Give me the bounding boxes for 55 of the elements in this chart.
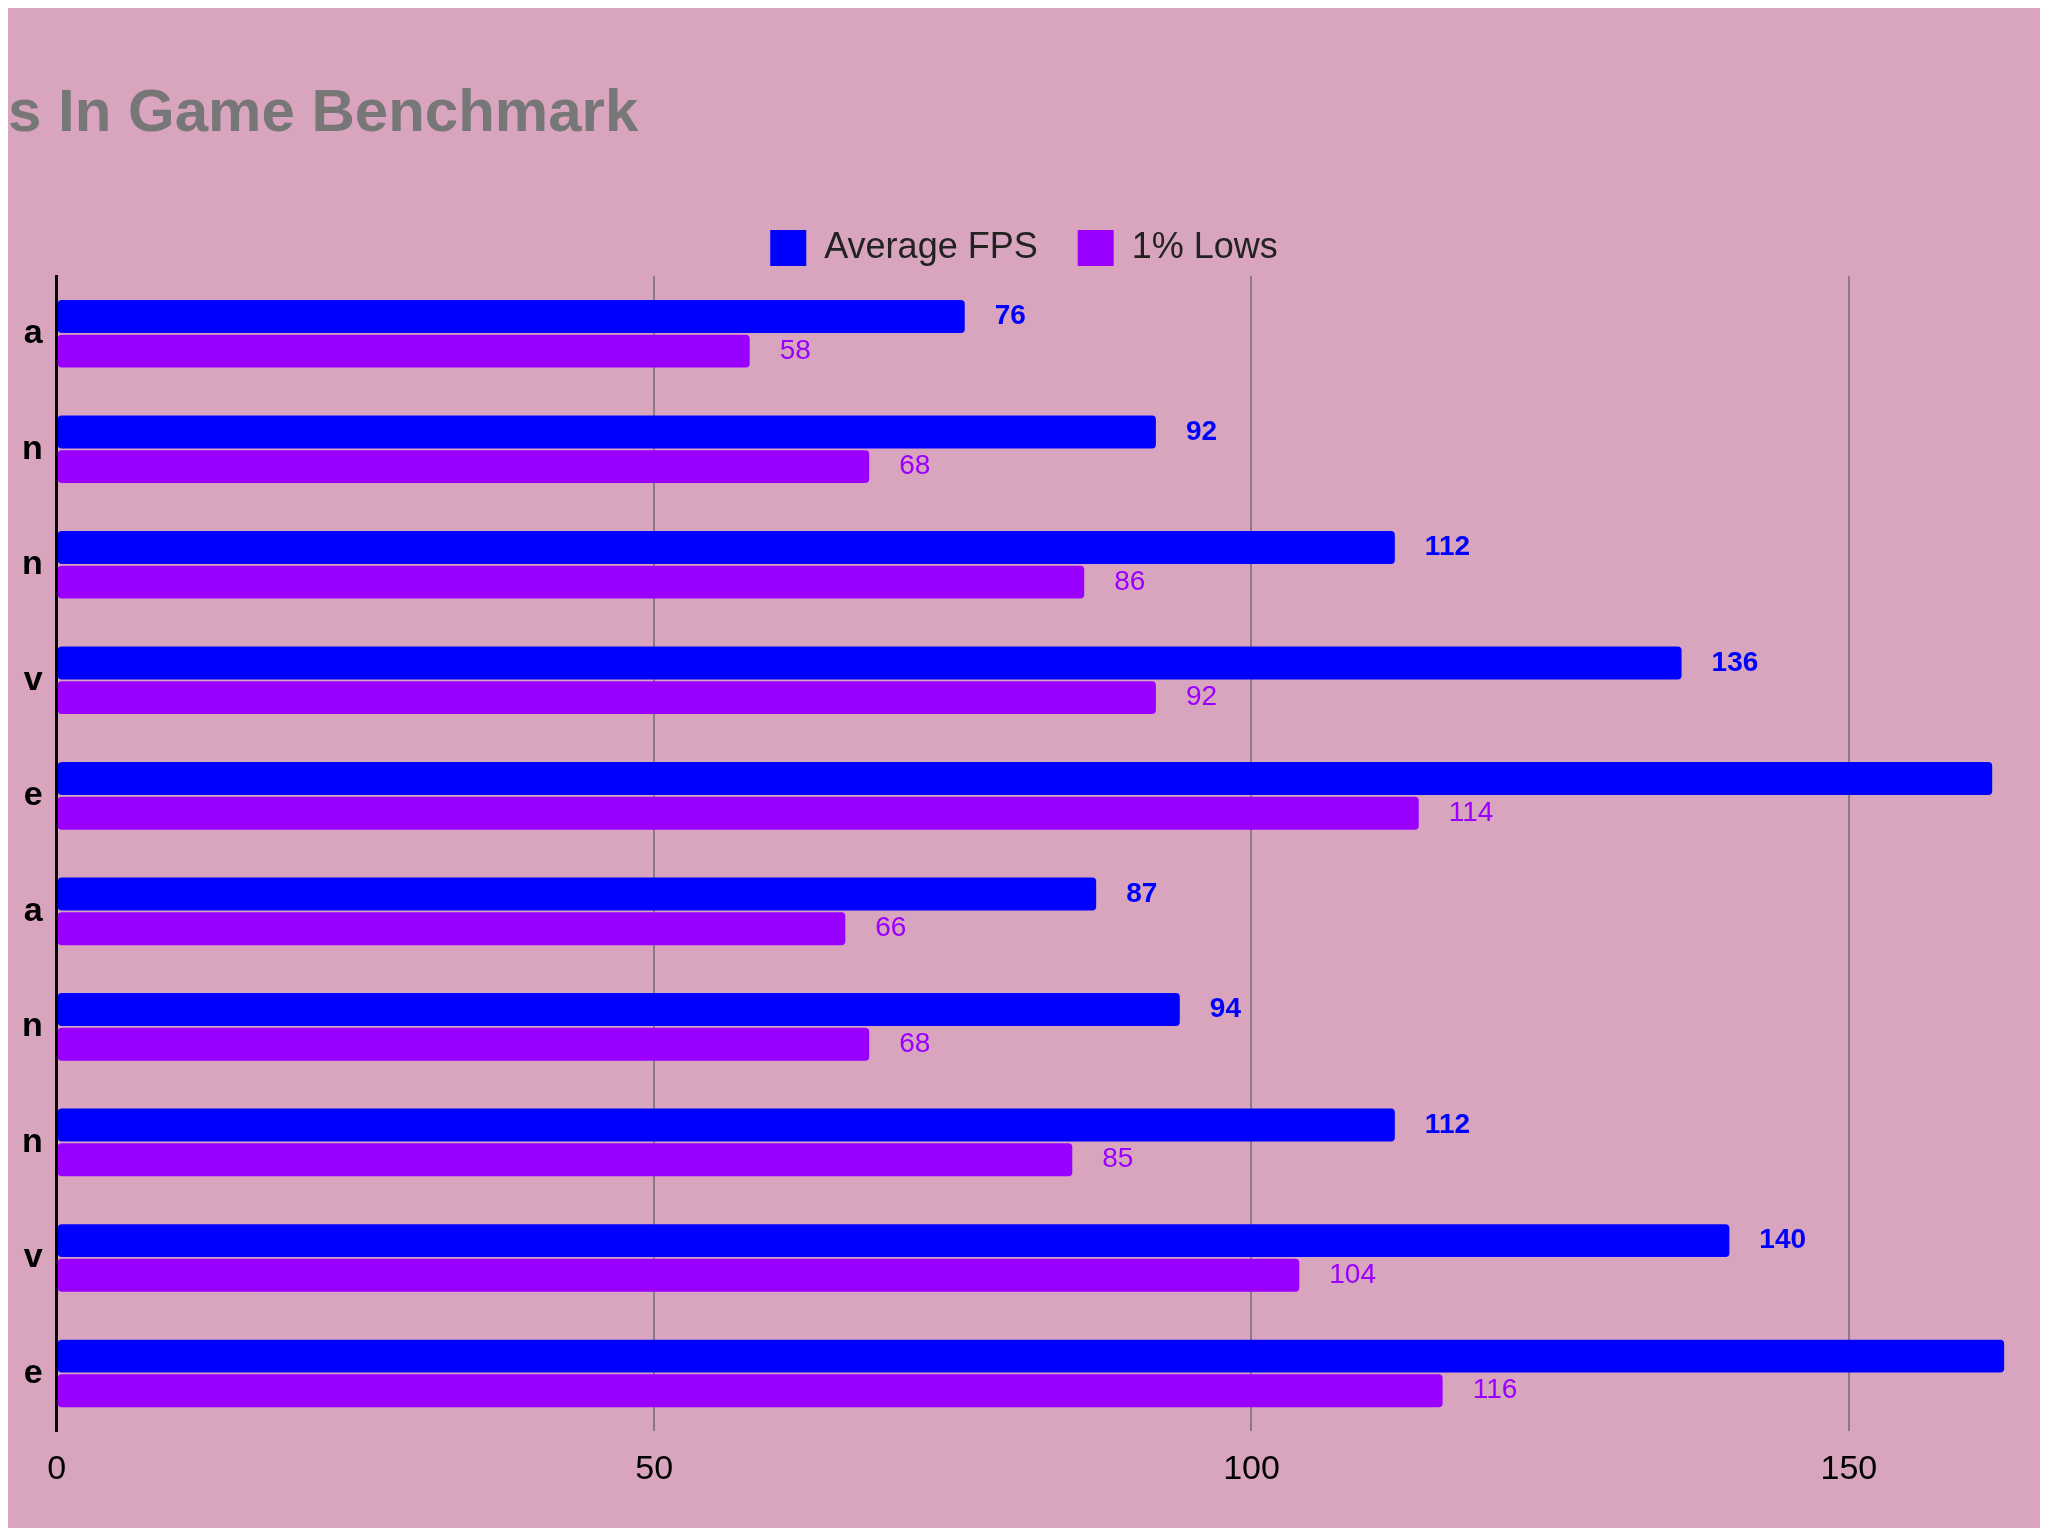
data-label: 94	[1209, 992, 1242, 1024]
data-label: 68	[899, 1026, 931, 1058]
data-label: 92	[1185, 414, 1218, 446]
y-tick-label: n	[21, 1120, 43, 1159]
x-tick-label: 0	[47, 1447, 67, 1486]
bar	[57, 531, 1395, 564]
data-label: 116	[1472, 1373, 1518, 1405]
y-tick-label: n	[21, 543, 43, 582]
bar	[57, 646, 1682, 680]
bar	[57, 762, 1993, 795]
y-tick-label: n	[21, 1005, 43, 1044]
data-label: 136	[1711, 645, 1759, 677]
x-tick-label: 50	[635, 1447, 674, 1486]
x-tick-label: 100	[1223, 1447, 1280, 1486]
bar	[57, 1258, 1300, 1292]
bar	[57, 796, 1419, 830]
legend-label: Average FPS	[824, 224, 1038, 266]
bar	[57, 299, 965, 333]
data-label: 86	[1114, 564, 1146, 596]
data-label: 76	[994, 299, 1026, 331]
data-label: 85	[1102, 1142, 1134, 1174]
y-tick-label: a	[23, 312, 44, 351]
data-label: 114	[1448, 795, 1494, 827]
bar	[57, 565, 1085, 599]
data-label: 112	[1424, 1107, 1471, 1139]
data-label: 104	[1329, 1257, 1376, 1289]
legend-label: 1% Lows	[1131, 224, 1278, 266]
data-label: 58	[779, 333, 811, 365]
x-tick-label: 150	[1820, 1447, 1878, 1486]
bar	[57, 877, 1097, 911]
data-label: 66	[875, 911, 907, 943]
y-tick-label: e	[23, 774, 43, 813]
chart-title: s In Game Benchmark	[8, 76, 639, 144]
bar	[57, 1339, 2005, 1373]
y-tick-label: n	[21, 427, 43, 466]
bar	[57, 1108, 1395, 1142]
bar	[57, 415, 1156, 449]
data-label: 112	[1424, 530, 1471, 562]
bar	[57, 1027, 870, 1061]
bar	[57, 1374, 1443, 1408]
bar	[57, 681, 1156, 715]
bar	[57, 450, 870, 484]
data-label: 140	[1759, 1223, 1807, 1255]
data-label: 68	[899, 449, 931, 481]
bar	[57, 993, 1180, 1027]
bar	[57, 1224, 1730, 1258]
y-tick-label: a	[23, 889, 44, 928]
bar	[57, 334, 750, 368]
y-tick-label: v	[23, 658, 43, 697]
bar	[57, 912, 846, 946]
y-tick-label: e	[23, 1351, 43, 1390]
bar	[57, 1143, 1073, 1177]
data-label: 87	[1126, 876, 1158, 908]
data-label: 92	[1185, 680, 1218, 712]
y-tick-label: v	[23, 1236, 43, 1275]
